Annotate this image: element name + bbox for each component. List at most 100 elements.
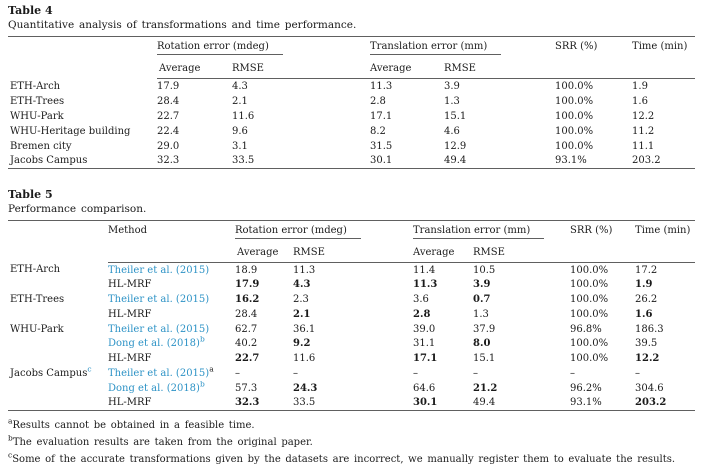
table-row: HL-MRF 32.3 33.5 30.1 49.4 93.1% 203.2 [8, 396, 695, 411]
value-cell: 1.9 [632, 80, 648, 92]
table-row: WHU-Park 22.7 11.6 17.1 15.1 100.0% 12.2 [8, 109, 695, 124]
citation-link[interactable]: Dong et al. (2018) [108, 382, 200, 394]
col-group-translation-error: Translation error (mm) [370, 41, 502, 55]
table-row: Jacobs Campus 32.3 33.5 30.1 49.4 93.1% … [8, 154, 695, 169]
col-group-rotation-error: Rotation error (mdeg) [157, 41, 283, 55]
citation-link[interactable]: Theiler et al. (2015) [108, 293, 210, 305]
footnote-marker-b: b [199, 335, 205, 345]
table-row: HL-MRF 28.4 2.1 2.8 1.3 100.0% 1.6 [8, 307, 695, 322]
dataset-cell: Bremen city [10, 140, 72, 152]
value-cell: 17.9 [235, 279, 260, 291]
header-cell: Rotation error (mdeg) [235, 221, 413, 243]
footnote-c-marker: c [8, 450, 13, 460]
value-cell: 11.3 [413, 279, 438, 291]
method-cell: Theiler et al. (2015) [108, 292, 235, 307]
method-label: HL-MRF [108, 279, 152, 291]
value-cell: 186.3 [635, 323, 664, 335]
method-label: HL-MRF [108, 353, 152, 365]
value-cell: 100.0% [570, 353, 609, 365]
value-cell: 4.3 [293, 279, 311, 291]
value-cell: 0.7 [473, 293, 491, 305]
method-cell: Theiler et al. (2015) [108, 322, 235, 337]
value-cell: 8.2 [370, 125, 386, 137]
method-cell: HL-MRF [108, 307, 235, 322]
value-cell: 100.0% [555, 110, 594, 122]
col-header-method: Method [108, 220, 235, 263]
footnote-marker-a: a [209, 364, 214, 374]
value-cell: 64.6 [413, 382, 436, 394]
value-cell: 12.9 [444, 140, 467, 152]
value-cell: 96.2% [570, 382, 602, 394]
footnote-marker-c: c [87, 364, 92, 374]
value-cell: 11.6 [232, 110, 255, 122]
value-cell: 96.8% [570, 323, 602, 335]
value-cell: 62.7 [235, 323, 258, 335]
value-cell: 31.5 [370, 140, 393, 152]
value-cell: 203.2 [635, 397, 667, 409]
method-label: HL-MRF [108, 308, 152, 320]
col-header-time: Time (min) [632, 36, 696, 79]
value-cell: 12.2 [635, 353, 660, 365]
table-row: Bremen city 29.0 3.1 31.5 12.9 100.0% 11… [8, 139, 695, 154]
dataset-cell: Jacobs Campus [10, 155, 88, 167]
col-group-rotation-error: Rotation error (mdeg) [235, 225, 361, 239]
table-4-section: Table 4 Quantitative analysis of transfo… [8, 4, 696, 169]
dataset-cell: ETH-Arch [8, 263, 108, 278]
table-row: Dong et al. (2018)b 57.3 24.3 64.6 21.2 … [8, 380, 695, 396]
table-4-caption: Quantitative analysis of transformations… [8, 19, 357, 31]
value-cell: – [413, 367, 419, 379]
dataset-cell: WHU-Park [8, 322, 108, 337]
footnote-a-text: Results cannot be obtained in a feasible… [12, 419, 255, 431]
value-cell: 33.5 [232, 155, 255, 167]
footnote-c-text: Some of the accurate transformations giv… [12, 453, 676, 465]
table-row: Jacobs Campusc Theiler et al. (2015)a – … [8, 364, 695, 381]
table-row: HL-MRF 22.7 11.6 17.1 15.1 100.0% 12.2 [8, 351, 695, 366]
table-4-subheader-row: Average RMSE Average RMSE [8, 58, 695, 79]
value-cell: 16.2 [235, 293, 260, 305]
value-cell: 30.1 [413, 397, 438, 409]
table-5-label: Table 5 [8, 188, 53, 201]
value-cell: 100.0% [570, 338, 609, 350]
value-cell: 93.1% [570, 397, 602, 409]
value-cell: 1.3 [444, 95, 460, 107]
table-row: ETH-Trees Theiler et al. (2015) 16.2 2.3… [8, 292, 695, 307]
value-cell: 3.9 [473, 279, 491, 291]
value-cell: – [293, 367, 298, 379]
dataset-cell [8, 396, 108, 411]
citation-link[interactable]: Theiler et al. (2015) [108, 323, 210, 335]
table-5: Method Rotation error (mdeg) Translation… [8, 220, 696, 411]
method-label: HL-MRF [108, 397, 152, 409]
empty-header-cell [8, 221, 108, 263]
value-cell: – [635, 367, 641, 379]
col-header-average: Average [370, 58, 445, 79]
table-row: HL-MRF 17.9 4.3 11.3 3.9 100.0% 1.9 [8, 277, 695, 292]
value-cell: 21.2 [473, 382, 498, 394]
value-cell: 40.2 [235, 338, 258, 350]
value-cell: 1.6 [632, 95, 648, 107]
dataset-cell: WHU-Park [10, 110, 64, 122]
method-cell: HL-MRF [108, 396, 235, 411]
value-cell: 100.0% [570, 279, 609, 291]
dataset-cell: WHU-Heritage building [10, 125, 131, 137]
citation-link[interactable]: Theiler et al. (2015) [108, 264, 210, 276]
dataset-cell [8, 336, 108, 351]
value-cell: 2.8 [370, 95, 386, 107]
value-cell: – [473, 367, 479, 379]
citation-link[interactable]: Dong et al. (2018) [108, 338, 200, 350]
value-cell: 32.3 [235, 397, 260, 409]
value-cell: 2.1 [232, 95, 248, 107]
table-row: ETH-Trees 28.4 2.1 2.8 1.3 100.0% 1.6 [8, 94, 695, 109]
value-cell: 49.4 [473, 397, 496, 409]
dataset-cell [8, 381, 108, 396]
col-header-time: Time (min) [635, 220, 696, 263]
citation-link[interactable]: Theiler et al. (2015) [108, 367, 210, 379]
value-cell: 33.5 [293, 397, 316, 409]
value-cell: 1.6 [635, 308, 653, 320]
dataset-cell [8, 277, 108, 292]
method-cell: HL-MRF [108, 351, 235, 366]
value-cell: 49.4 [444, 155, 467, 167]
value-cell: 39.5 [635, 338, 658, 350]
value-cell: 28.4 [157, 95, 180, 107]
col-header-rmse: RMSE [444, 58, 556, 79]
value-cell: 1.3 [473, 308, 489, 320]
